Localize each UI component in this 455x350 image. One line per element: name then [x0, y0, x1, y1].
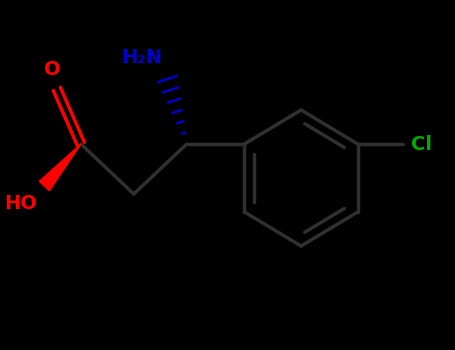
- Polygon shape: [39, 144, 81, 191]
- Text: Cl: Cl: [411, 134, 432, 154]
- Text: H₂N: H₂N: [121, 48, 162, 67]
- Text: O: O: [44, 60, 61, 79]
- Text: HO: HO: [4, 194, 37, 213]
